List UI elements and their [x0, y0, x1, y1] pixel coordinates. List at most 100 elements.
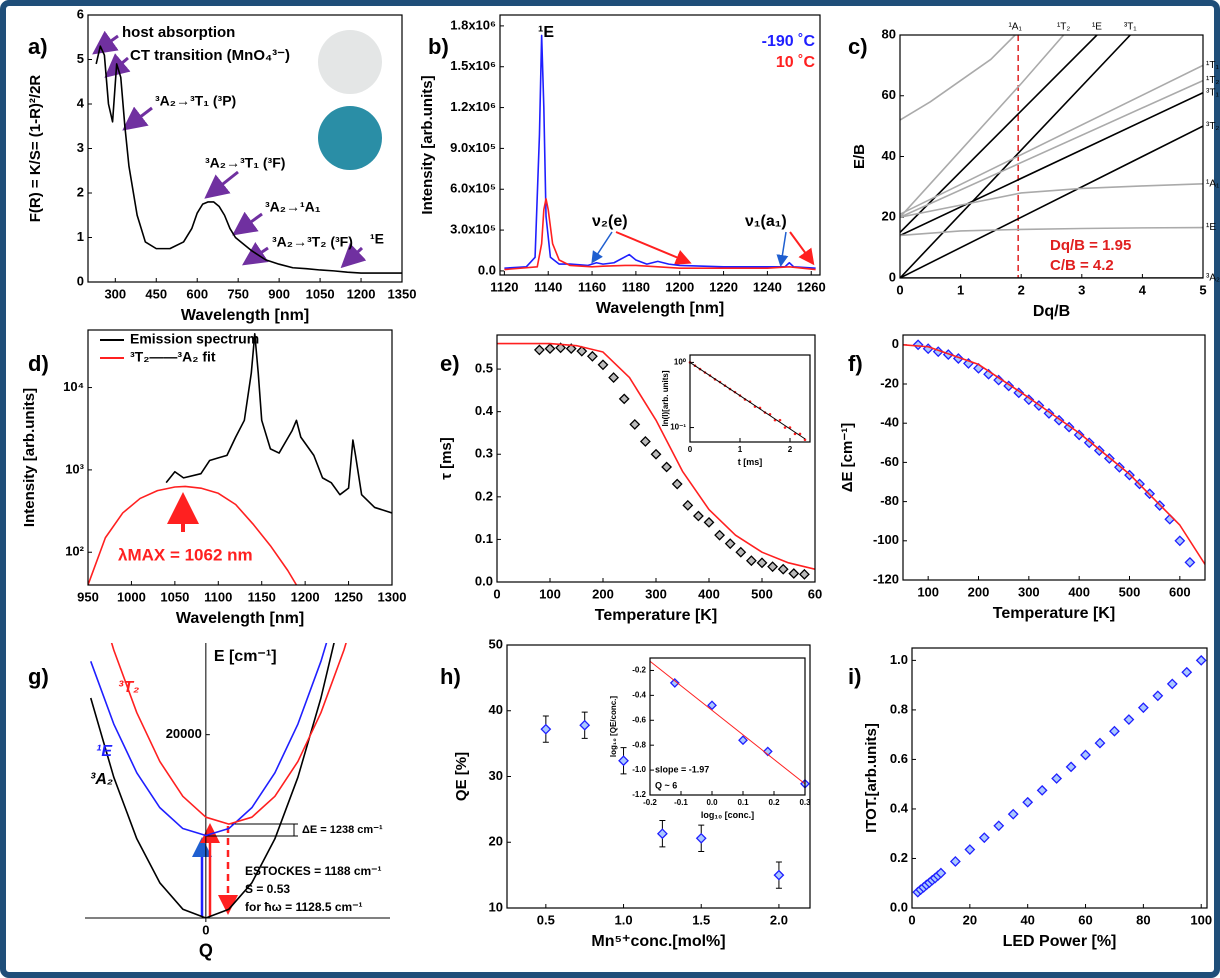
- x-tick-label: 1050: [306, 286, 335, 301]
- data-point: [777, 563, 789, 575]
- data-point: [1174, 535, 1186, 547]
- y-axis-label: F(R) = K/S= (1-R)²/2R: [27, 75, 44, 223]
- x-tick-label: 1200: [665, 279, 694, 294]
- line-label: ³T₁: [1124, 22, 1137, 33]
- x-tick-label: 0.0: [706, 798, 718, 807]
- data-point: [1123, 714, 1135, 725]
- annotation: Q ~ 6: [655, 780, 677, 790]
- y-tick-label: -0.4: [632, 690, 646, 699]
- powder-photo-white: [318, 30, 382, 94]
- data-point: [1181, 666, 1193, 678]
- data-line: [88, 485, 298, 585]
- y-tick-label: 10⁴: [63, 379, 84, 394]
- data-line: [900, 35, 1131, 278]
- data-line: [690, 362, 806, 440]
- y-tick-label: 40: [882, 148, 896, 163]
- x-axis-label: t [ms]: [738, 457, 763, 467]
- x-tick-label: 0: [202, 922, 209, 937]
- data-point: [724, 538, 736, 550]
- data-point: [1022, 796, 1034, 808]
- data-line: [900, 64, 1203, 215]
- panel-label: i): [848, 664, 861, 689]
- x-axis-label: Wavelength [nm]: [181, 307, 309, 324]
- x-tick-label: 0: [908, 912, 915, 927]
- data-point: [798, 568, 810, 580]
- x-tick-label: 500: [1119, 584, 1141, 599]
- plot-frame: [649, 657, 806, 796]
- plot-frame: [87, 329, 393, 586]
- y-tick-label: 80: [882, 26, 896, 41]
- annotation: ³A₂: [90, 771, 113, 788]
- x-tick-label: 750: [227, 286, 249, 301]
- annotation: S = 0.53: [245, 882, 290, 896]
- y-tick-label: 20: [489, 834, 503, 849]
- data-point: [1094, 737, 1106, 749]
- data-point: [756, 557, 768, 569]
- x-tick-label: 40: [1020, 912, 1034, 927]
- x-tick-label: 1140: [534, 279, 562, 294]
- x-tick-label: 500: [751, 586, 773, 601]
- plot-frame: [689, 354, 811, 443]
- y-tick-label: -0.6: [632, 715, 646, 724]
- x-tick-label: 0.5: [537, 912, 555, 927]
- data-point: [788, 568, 800, 579]
- data-point: [669, 677, 680, 688]
- y-tick-label: 1: [77, 229, 84, 244]
- data-point: [993, 374, 1005, 386]
- data-point: [1080, 749, 1091, 761]
- data-point: [778, 418, 782, 422]
- data-point: [579, 719, 591, 731]
- x-tick-label: 1050: [160, 589, 189, 604]
- x-tick-label: 0.2: [768, 798, 780, 807]
- y-tick-label: 3: [77, 140, 84, 155]
- arrow: [776, 231, 789, 267]
- data-point: [540, 723, 552, 735]
- x-tick-label: 1250: [334, 589, 363, 604]
- y-tick-label: 0: [889, 269, 896, 284]
- x-tick-label: 1180: [622, 279, 650, 294]
- x-tick-label: 1: [957, 282, 964, 297]
- data-point: [993, 820, 1005, 832]
- y-tick-label: -0.2: [632, 666, 646, 675]
- arrow: [789, 231, 815, 266]
- x-tick-label: 1200: [291, 589, 320, 604]
- x-axis-label: Mn⁵⁺conc.[mol%]: [591, 933, 725, 950]
- y-tick-label: 1.8x10⁶: [450, 17, 496, 32]
- x-tick-label: 400: [1068, 584, 1090, 599]
- data-line: [900, 91, 1203, 237]
- x-tick-label: 1220: [709, 279, 738, 294]
- data-point: [597, 359, 609, 371]
- y-tick-label: -1.2: [632, 790, 646, 799]
- y-tick-label: -80: [880, 493, 899, 508]
- x-tick-label: 60: [1078, 912, 1092, 927]
- line-label: ¹T₂: [1206, 75, 1219, 86]
- data-point: [798, 432, 802, 436]
- annotation: ν₂(e): [592, 213, 628, 230]
- annotation: CT transition (MnO₄³⁻): [130, 47, 290, 64]
- y-tick-label: -60: [880, 454, 899, 469]
- y-axis-label: Intensity [arb.units]: [419, 75, 436, 214]
- data-point: [1166, 678, 1178, 690]
- x-tick-label: 600: [1169, 584, 1191, 599]
- annotation: λMAX = 1062 nm: [118, 545, 253, 564]
- x-tick-label: 300: [104, 286, 126, 301]
- arrow: [122, 106, 153, 131]
- x-axis-label: Temperature [K]: [595, 607, 717, 624]
- data-point: [692, 510, 704, 522]
- y-tick-label: 10³: [65, 461, 84, 476]
- data-point: [735, 546, 747, 558]
- plot-frame: [899, 34, 1204, 279]
- data-line: [497, 342, 815, 571]
- x-tick-label: 1: [738, 445, 743, 454]
- data-line: [900, 183, 1203, 219]
- x-tick-label: 1300: [378, 589, 407, 604]
- x-tick-label: 100: [1190, 912, 1212, 927]
- x-tick-label: 1150: [248, 589, 276, 604]
- y-tick-label: 0: [77, 273, 84, 288]
- x-tick-label: 1260: [797, 279, 826, 294]
- data-line: [110, 643, 347, 825]
- data-point: [618, 393, 630, 405]
- y-tick-label: 3.0x10⁵: [450, 222, 496, 237]
- y-tick-label: 0.0: [478, 262, 496, 277]
